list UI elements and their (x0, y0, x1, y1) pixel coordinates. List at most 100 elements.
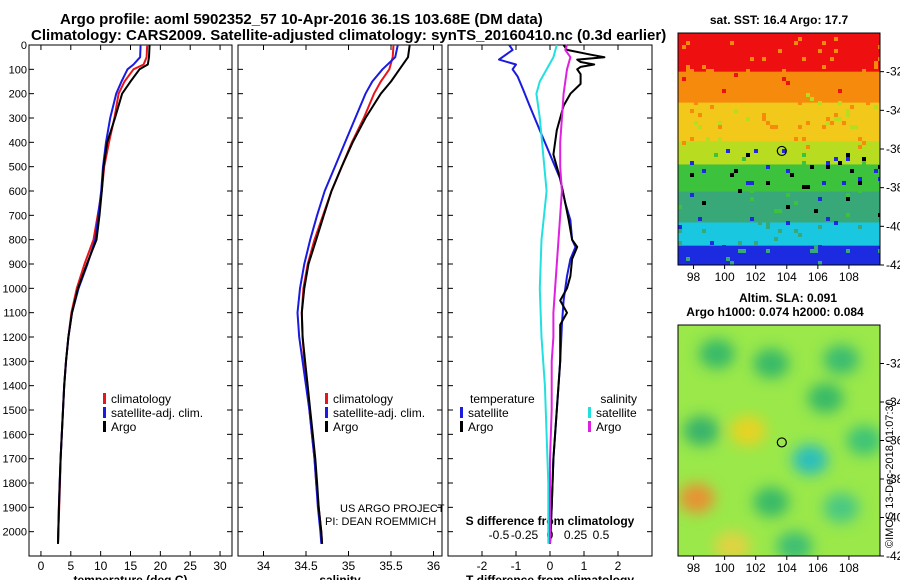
sst-cell (842, 121, 846, 125)
sst-cell (826, 165, 830, 169)
sst-cell (842, 169, 846, 173)
sst-cell (818, 101, 822, 105)
sst-cell (718, 125, 722, 129)
sst-cell (766, 181, 770, 185)
temperature-xlabel: temperature (deg C) (73, 573, 187, 580)
sst-cell (794, 41, 798, 45)
sst-cell (802, 137, 806, 141)
sst-cell (838, 161, 842, 165)
sst-cell (846, 153, 850, 157)
sst-cell (818, 245, 822, 249)
temperature-xtick-label: 20 (154, 559, 168, 573)
sst-cell (850, 173, 854, 177)
sst-cell (686, 49, 690, 53)
sst-cell (694, 121, 698, 125)
sst-cell (710, 69, 714, 73)
depth-label: 2000 (3, 527, 27, 539)
sst-cell (806, 253, 810, 257)
salinity-xtick-label: 35.5 (379, 559, 403, 573)
sst-cell (774, 237, 778, 241)
sst-cell (806, 185, 810, 189)
sst-cell (730, 257, 734, 261)
sst-cell (754, 41, 758, 45)
sst-cell (730, 173, 734, 177)
temperature-frame (28, 44, 233, 557)
sst-cell (794, 201, 798, 205)
sst-cell (754, 241, 758, 245)
sst-cell (678, 225, 682, 229)
sst-map-xtick-label: 108 (839, 270, 859, 284)
sst-cell (878, 213, 880, 217)
depth-label: 500 (9, 162, 27, 174)
sst-cell (682, 85, 686, 89)
sst-map-xtick-label: 106 (808, 270, 828, 284)
sst-cell (818, 225, 822, 229)
sst-cell (870, 93, 874, 97)
sst-cell (846, 157, 850, 161)
sst-cell (774, 89, 778, 93)
sst-cell (874, 41, 878, 45)
depth-label: 1400 (3, 381, 27, 393)
sst-cell (826, 161, 830, 165)
sst-cell (762, 117, 766, 121)
depth-label: 900 (9, 259, 27, 271)
sst-cell (874, 169, 878, 173)
sst-cell (726, 257, 730, 261)
sst-cell (802, 57, 806, 61)
top-tick-label: -0.25 (511, 528, 539, 542)
sst-cell (782, 77, 786, 81)
sst-cell (766, 249, 770, 253)
sst-cell (690, 69, 694, 73)
sst-cell (866, 101, 870, 105)
sla-map-ytick-label: -42 (886, 549, 900, 563)
sst-cell (774, 169, 778, 173)
sst-cell (826, 261, 830, 265)
salinity-legend-swatch (325, 393, 328, 404)
sst-map-xtick-label: 104 (777, 270, 797, 284)
sst-cell (822, 65, 826, 69)
sst-cell (750, 217, 754, 221)
sst-cell (710, 257, 714, 261)
difference-xtick-label: 1 (581, 559, 588, 573)
depth-label: 100 (9, 64, 27, 76)
sst-cell (874, 61, 878, 65)
sst-cell (746, 69, 750, 73)
temperature-xtick-label: 10 (94, 559, 108, 573)
top-tick-label: 0.25 (564, 528, 588, 542)
sst-cell (758, 77, 762, 81)
sst-cell (698, 217, 702, 221)
sst-cell (750, 189, 754, 193)
sst-cell (802, 161, 806, 165)
sst-cell (834, 49, 838, 53)
sla-blob (714, 531, 751, 556)
sst-cell (862, 157, 866, 161)
sst-cell (678, 141, 682, 145)
sla-blob (807, 383, 844, 414)
sst-map-xtick-label: 98 (687, 270, 701, 284)
sst-cell (874, 65, 878, 69)
sst-cell (798, 37, 802, 41)
sst-cell (686, 257, 690, 261)
sst-cell (750, 181, 754, 185)
sst-cell (722, 181, 726, 185)
depth-label: 1800 (3, 478, 27, 490)
sst-cell (790, 97, 794, 101)
sst-cell (698, 113, 702, 117)
sla-field (678, 325, 880, 556)
sst-cell (874, 53, 878, 57)
sst-cell (874, 165, 878, 169)
sst-cell (878, 45, 880, 49)
sst-cell (742, 157, 746, 161)
sst-cell (738, 189, 742, 193)
depth-label: 1200 (3, 332, 27, 344)
sst-cell (762, 93, 766, 97)
sla-blob (753, 348, 790, 379)
sst-cell (814, 209, 818, 213)
sst-cell (806, 121, 810, 125)
difference-xlabel: T difference from climatology (466, 573, 634, 580)
sst-map-xtick-label: 100 (715, 270, 735, 284)
sst-cell (842, 181, 846, 185)
sst-cell (846, 197, 850, 201)
